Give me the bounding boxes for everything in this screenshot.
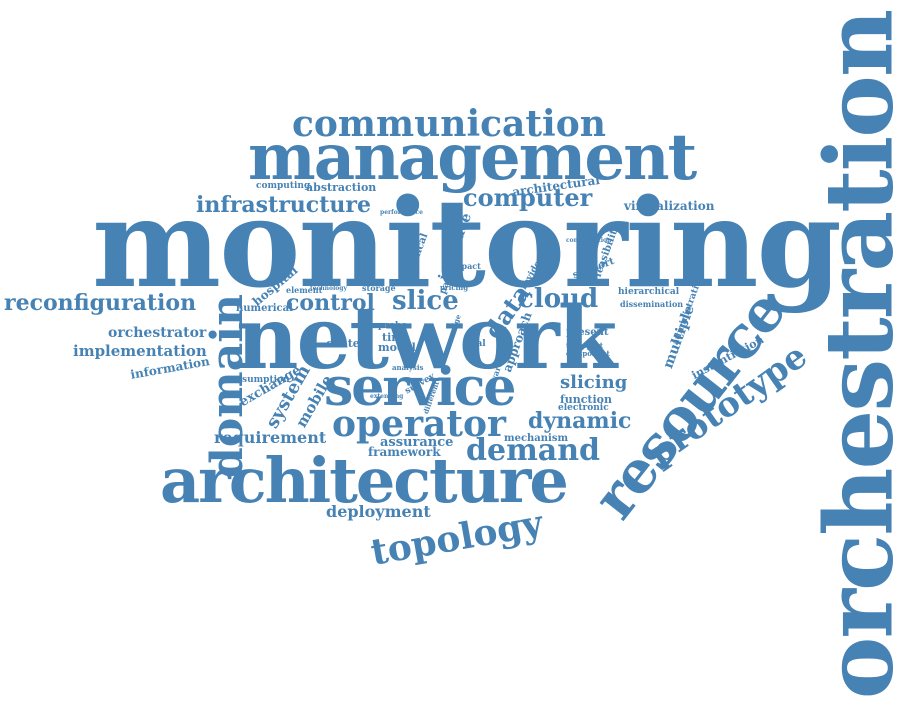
word-present: present — [566, 328, 609, 338]
word-configuration: configuration — [566, 238, 611, 244]
word-dissemination: dissemination — [620, 300, 683, 308]
word-time: time — [382, 332, 410, 343]
word-abstraction: abstraction — [306, 182, 376, 193]
word-pricing: pricing — [440, 284, 468, 291]
word-electronic: electronic — [558, 404, 609, 413]
word-orchestrator: orchestrator — [108, 326, 206, 340]
word-transport: transport — [566, 342, 603, 349]
word-infrastructure: infrastructure — [196, 194, 371, 216]
word-domain: domain — [206, 294, 250, 478]
word-orchestration: orchestration — [812, 11, 900, 700]
word-real: real — [466, 340, 486, 349]
word-analysis: analysis — [392, 364, 423, 371]
word-dynamic: dynamic — [528, 410, 631, 432]
word-slicing: slicing — [560, 374, 627, 392]
word-extending: extending — [370, 394, 403, 400]
word-virtualization: virtualization — [624, 200, 714, 212]
word-technology: technology — [310, 286, 347, 292]
word-requirement: requirement — [214, 430, 326, 446]
word-numerical: numerical — [236, 304, 293, 314]
word-performance: performance — [380, 210, 423, 216]
word-center: center — [326, 338, 366, 349]
word-control: control — [286, 292, 375, 314]
word-consumption: consumption — [224, 376, 290, 385]
word-hierarchical: hierarchical — [618, 288, 679, 297]
word-reconfiguration: reconfiguration — [4, 292, 196, 314]
word-communication: communication — [292, 106, 606, 142]
word-storage: storage — [362, 284, 396, 292]
word-probe: probe — [378, 322, 407, 331]
word-mechanism: mechanism — [504, 434, 568, 444]
word-deployment: deployment — [326, 504, 431, 520]
word-component: component — [566, 350, 610, 357]
word-framework: framework — [368, 446, 441, 458]
word-implementation: implementation — [73, 344, 207, 359]
word-computing: computing — [256, 182, 310, 191]
